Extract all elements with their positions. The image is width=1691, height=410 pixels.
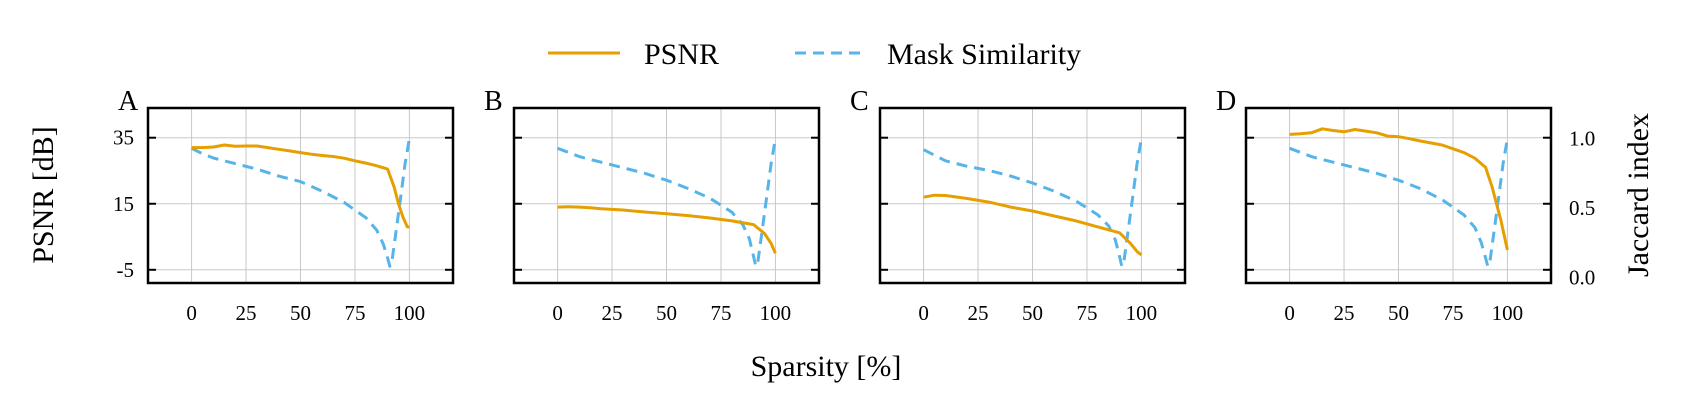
series-psnr [923,193,1143,257]
x-tick-label: 75 [710,301,731,325]
series-mask-similarity [1289,138,1509,268]
x-tick-label: 50 [656,301,677,325]
panel-d: 0 25 50 75 100 D 1.0 0.5 0.0 [1216,86,1595,325]
legend-mask-label: Mask Similarity [887,38,1081,71]
axes-frame [1244,106,1553,285]
panel-label: D [1216,86,1236,117]
panel-b: 0 25 50 75 100 B [484,86,821,325]
y-tick-label-left: 15 [113,192,134,216]
series-psnr [1289,127,1509,251]
y-tick-label-right: 1.0 [1569,127,1595,151]
series-psnr [191,143,410,229]
series-mask-similarity [190,138,411,268]
x-tick-label: 0 [186,301,197,325]
series-psnr [557,205,777,254]
panel-c: 0 25 50 75 100 C [850,86,1187,325]
series-mask-similarity [922,138,1143,268]
x-tick-label: 25 [602,301,623,325]
x-tick-label: 0 [918,301,929,325]
x-tick-label: 75 [1076,301,1097,325]
x-tick-label: 0 [552,301,563,325]
x-tick-label: 100 [394,301,426,325]
x-axis-label: Sparsity [%] [751,350,902,383]
x-tick-label: 25 [968,301,989,325]
x-tick-label: 50 [1388,301,1409,325]
axes-frame [512,106,821,285]
x-tick-label: 50 [1022,301,1043,325]
x-tick-label: 25 [1334,301,1355,325]
x-tick-label: 100 [1126,301,1158,325]
y-tick-label-right: 0.0 [1569,265,1595,289]
y-tick-label-left: 35 [113,126,134,150]
panel-label: C [850,86,869,117]
axes-frame [146,106,455,285]
legend: PSNR Mask Similarity [548,38,1081,71]
y-axis-label-left: PSNR [dB] [27,126,60,264]
panel-a: 0 25 50 75 100 A 35 15 -5 [113,86,455,325]
x-tick-label: 100 [1492,301,1524,325]
axes-frame [878,106,1187,285]
x-tick-label: 50 [290,301,311,325]
x-tick-label: 25 [236,301,257,325]
x-tick-label: 100 [760,301,792,325]
y-tick-label-left: -5 [117,258,135,282]
legend-psnr-label: PSNR [644,38,719,71]
panel-label: A [118,86,139,117]
x-tick-label: 75 [1442,301,1463,325]
x-tick-label: 0 [1284,301,1295,325]
y-axis-label-right: Jaccard index [1622,113,1655,277]
y-tick-label-right: 0.5 [1569,196,1595,220]
series-mask-similarity [557,138,777,268]
x-tick-label: 75 [344,301,365,325]
panel-label: B [484,86,503,117]
